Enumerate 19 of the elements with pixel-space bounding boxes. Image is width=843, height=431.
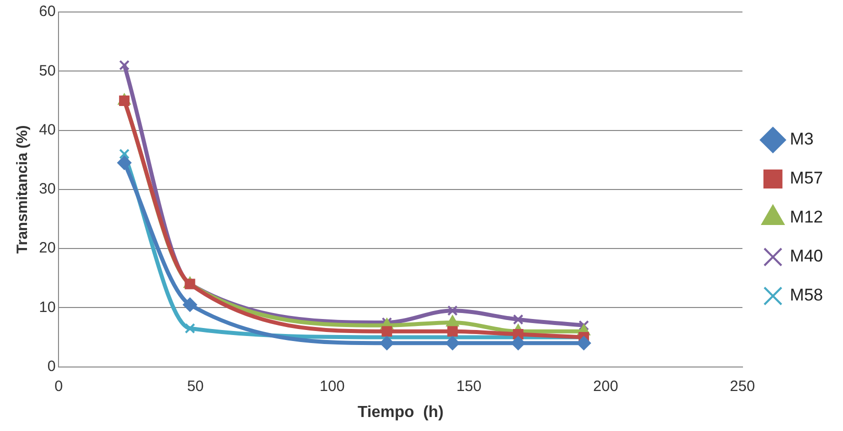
y-tick-label: 30: [38, 180, 56, 198]
y-tick-label: 20: [38, 240, 56, 257]
x-tick-label: 250: [730, 378, 755, 395]
x-tick-label: 150: [456, 378, 482, 395]
y-tick-label: 50: [38, 62, 56, 80]
x-tick-label: 100: [320, 378, 345, 395]
legend-label: M12: [790, 208, 824, 227]
legend-label: M58: [790, 286, 824, 305]
legend-label: M57: [790, 168, 824, 188]
y-tick-label: 60: [38, 3, 56, 20]
x-axis-title: Tiempo (h): [358, 404, 444, 421]
y-axis-title: Transmitancia (%): [14, 125, 32, 254]
x-tick-label: 200: [593, 378, 618, 395]
y-tick-label: 0: [47, 358, 56, 375]
legend-label: M40: [790, 246, 824, 266]
y-tick-label: 10: [38, 298, 56, 316]
legend-label: M3: [790, 130, 814, 149]
x-tick-label: 50: [187, 378, 204, 395]
y-tick-label: 40: [38, 121, 56, 138]
